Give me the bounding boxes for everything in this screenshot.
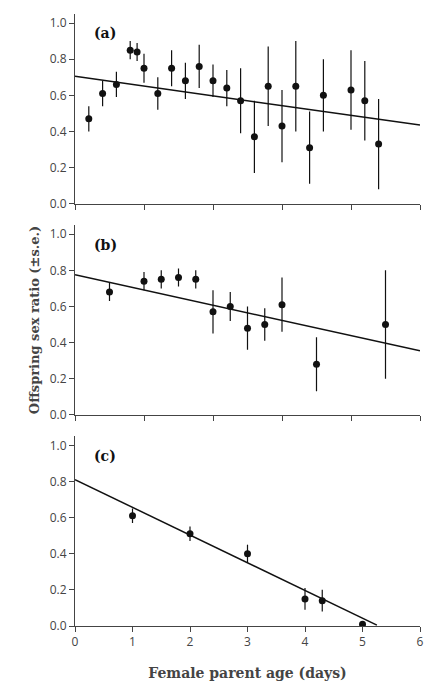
svg-text:0.6: 0.6 [50,87,67,104]
svg-text:0.4: 0.4 [50,545,67,562]
svg-text:Offspring sex ratio (±s.e.): Offspring sex ratio (±s.e.) [27,226,42,414]
svg-text:1.0: 1.0 [50,14,67,31]
svg-text:0.8: 0.8 [50,262,67,279]
svg-text:4: 4 [302,633,309,650]
svg-text:5: 5 [359,633,366,650]
svg-text:0.8: 0.8 [50,473,67,490]
svg-text:Female parent age (days): Female parent age (days) [148,665,347,681]
svg-text:(b): (b) [94,237,117,253]
svg-text:0.2: 0.2 [50,159,67,176]
svg-text:0.6: 0.6 [50,509,67,526]
svg-text:1.0: 1.0 [50,437,67,454]
svg-text:0.2: 0.2 [50,370,67,387]
svg-text:0.6: 0.6 [50,298,67,315]
svg-text:0.4: 0.4 [50,334,67,351]
svg-text:0: 0 [72,633,79,650]
svg-text:0.0: 0.0 [50,617,67,634]
svg-text:0.2: 0.2 [50,581,67,598]
svg-text:6: 6 [417,633,424,650]
svg-text:3: 3 [244,633,251,650]
svg-text:(a): (a) [94,25,116,41]
svg-text:(c): (c) [94,448,116,464]
svg-text:0.8: 0.8 [50,50,67,67]
svg-text:0.4: 0.4 [50,123,67,140]
svg-text:2: 2 [187,633,194,650]
svg-text:1: 1 [129,633,136,650]
svg-text:0.0: 0.0 [50,406,67,423]
svg-text:1.0: 1.0 [50,225,67,242]
svg-text:0.0: 0.0 [50,195,67,212]
